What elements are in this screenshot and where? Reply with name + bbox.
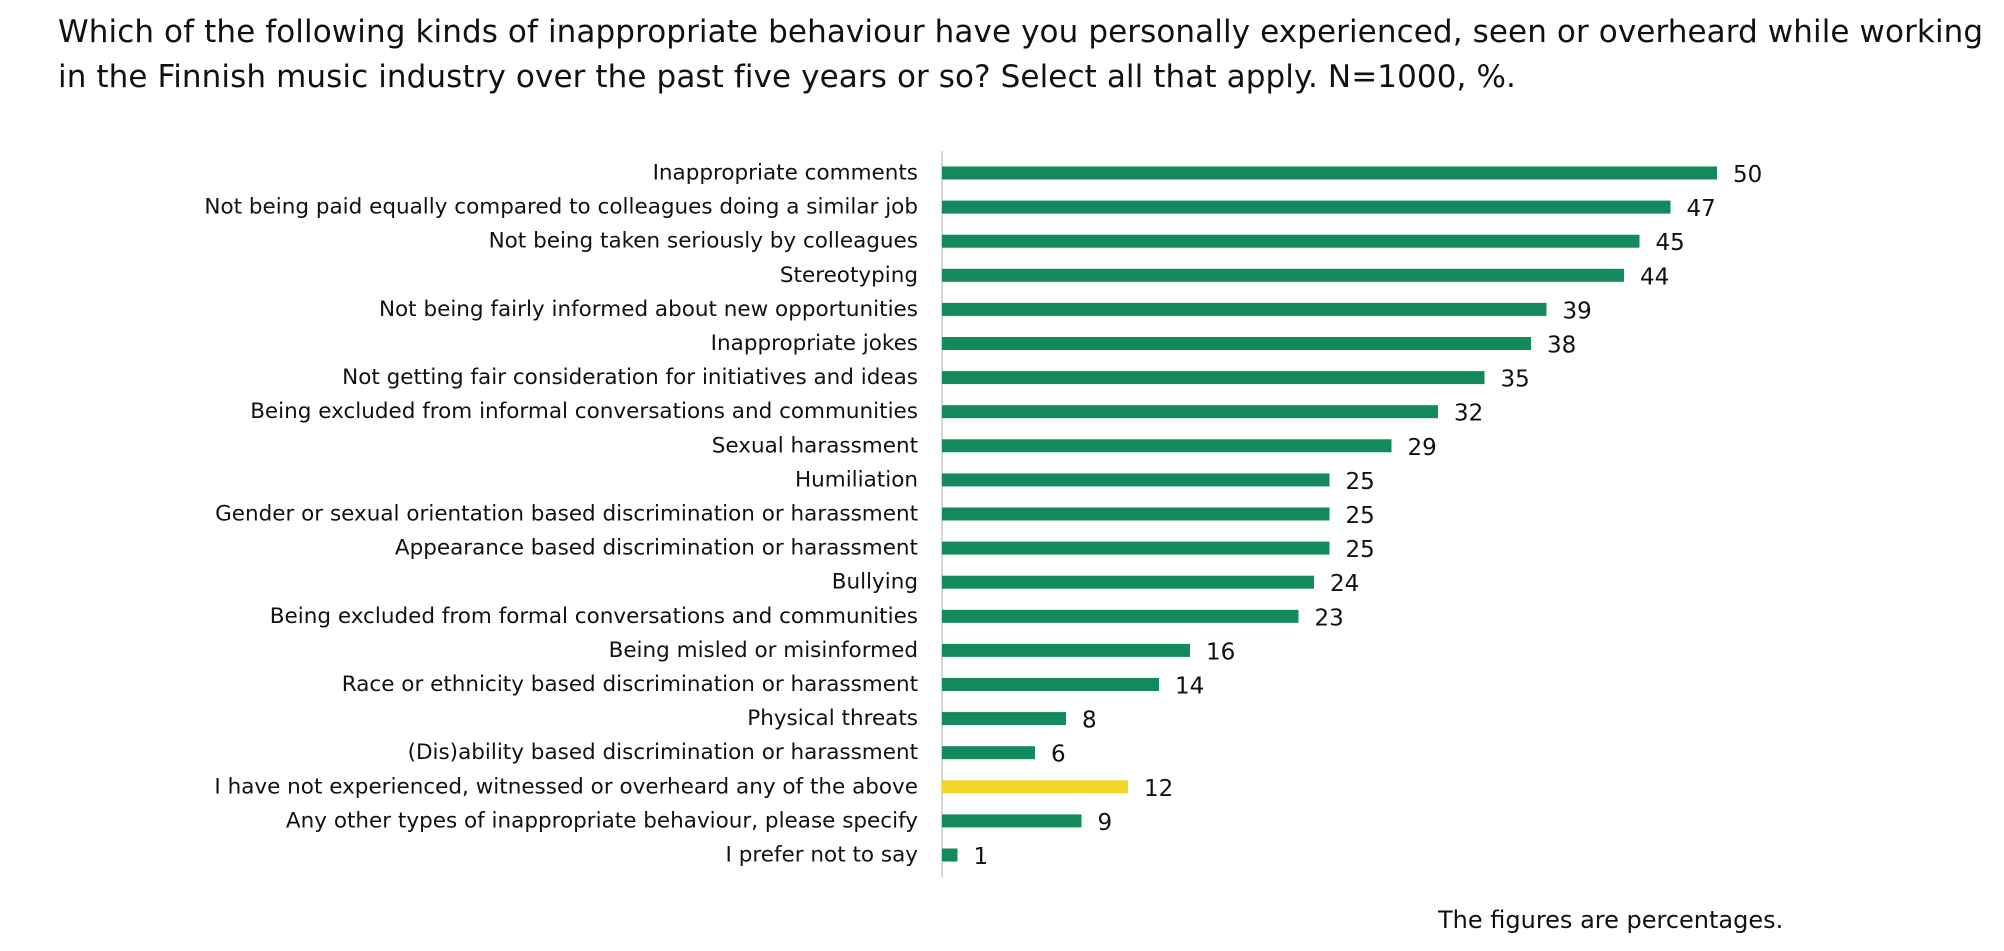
bar [942, 268, 1624, 282]
value-label: 25 [1346, 469, 1375, 495]
bar [942, 337, 1531, 350]
value-label: 45 [1656, 230, 1685, 256]
value-label: 35 [1501, 367, 1530, 393]
category-label: (Dis)ability based discrimination or har… [408, 740, 918, 765]
chart-title: Which of the following kinds of inapprop… [58, 14, 1984, 95]
value-label: 16 [1206, 639, 1235, 665]
bar [942, 405, 1438, 419]
bar [942, 814, 1082, 828]
category-label: Not being paid equally compared to colle… [204, 195, 918, 220]
value-label: 50 [1733, 162, 1762, 188]
category-label: Being misled or misinformed [609, 638, 918, 663]
value-label: 47 [1687, 196, 1716, 222]
category-label: Stereotyping [780, 263, 918, 288]
bar [942, 371, 1485, 385]
bar [942, 302, 1547, 316]
category-label: I have not experienced, witnessed or ove… [214, 774, 918, 799]
category-label: Not being fairly informed about new oppo… [379, 297, 918, 322]
value-label: 23 [1315, 605, 1344, 631]
bar [942, 609, 1299, 623]
value-label: 1 [974, 844, 989, 870]
value-label: 44 [1640, 264, 1669, 290]
value-label: 25 [1346, 503, 1375, 529]
bar [942, 507, 1330, 521]
bar [942, 643, 1190, 657]
value-label: 14 [1175, 674, 1204, 700]
category-label: Gender or sexual orientation based discr… [215, 502, 918, 527]
bar [942, 575, 1314, 589]
category-label: Sexual harassment [712, 433, 918, 458]
bar [942, 166, 1717, 180]
category-labels-group: Inappropriate comments Not being paid equ… [204, 161, 918, 868]
category-label: Bullying [832, 570, 918, 595]
category-label: Not being taken seriously by colleagues [489, 229, 918, 254]
value-label: 6 [1051, 742, 1066, 768]
bar [942, 780, 1128, 794]
bar [942, 712, 1066, 726]
category-label: Inappropriate comments [653, 161, 918, 186]
category-label: Inappropriate jokes [711, 331, 918, 356]
value-label: 24 [1330, 571, 1359, 597]
bar [942, 473, 1330, 487]
value-label: 39 [1563, 298, 1592, 324]
value-label: 12 [1144, 776, 1173, 802]
value-label: 25 [1346, 537, 1375, 563]
bars-group [942, 166, 1717, 862]
bar [942, 234, 1640, 248]
footnote: The figures are percentages. [1438, 906, 1784, 934]
bar [942, 678, 1159, 691]
value-label: 9 [1098, 810, 1113, 836]
value-label: 8 [1082, 708, 1097, 734]
category-label: Being excluded from informal conversatio… [250, 399, 918, 424]
bar [942, 439, 1392, 453]
category-label: Appearance based discrimination or haras… [395, 536, 918, 561]
value-label: 32 [1454, 401, 1483, 427]
value-label: 29 [1408, 435, 1437, 461]
category-label: I prefer not to say [726, 843, 919, 868]
bar [942, 200, 1671, 214]
value-label: 38 [1547, 333, 1576, 359]
category-label: Race or ethnicity based discrimination o… [342, 672, 918, 697]
category-label: Humiliation [795, 467, 918, 492]
category-label: Physical threats [747, 706, 918, 731]
bar [942, 541, 1330, 555]
category-label: Any other types of inappropriate behavio… [286, 808, 918, 833]
category-label: Being excluded from formal conversations… [270, 604, 918, 629]
category-label: Not getting fair consideration for initi… [342, 365, 918, 390]
bar [942, 848, 958, 862]
bar [942, 746, 1035, 760]
